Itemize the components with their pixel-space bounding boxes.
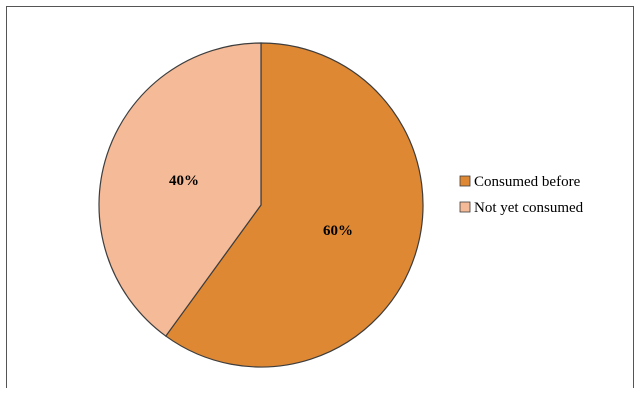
legend-label-consumed-before: Consumed before: [474, 174, 581, 190]
legend-swatch-consumed-before: [459, 175, 471, 187]
legend: Consumed before Not yet consumed: [459, 174, 584, 216]
data-label-consumed-before: 60%: [323, 223, 353, 239]
pie-slice-not-yet-consumed: [98, 42, 262, 337]
data-label-not-yet-consumed: 40%: [169, 173, 199, 189]
pie-slice-consumed-before: [164, 42, 424, 368]
pie-data-labels: 60% 40%: [169, 173, 353, 239]
pie-slices: [98, 42, 424, 368]
legend-swatch-not-yet-consumed: [459, 201, 471, 213]
legend-label-not-yet-consumed: Not yet consumed: [474, 200, 584, 216]
